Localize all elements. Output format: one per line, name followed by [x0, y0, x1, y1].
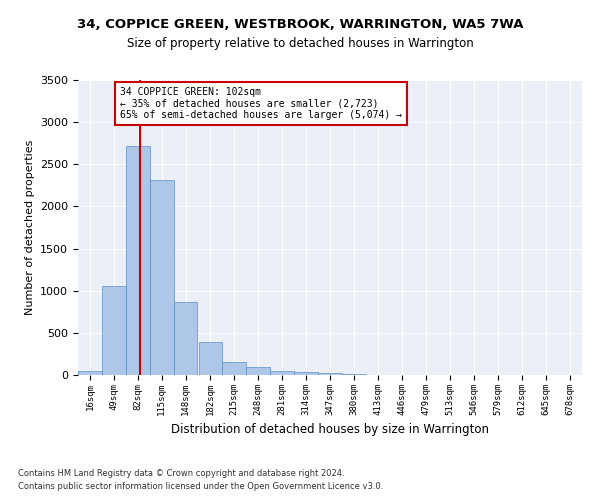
Bar: [126, 146, 149, 375]
Bar: [223, 362, 246, 375]
Y-axis label: Number of detached properties: Number of detached properties: [25, 140, 35, 315]
Bar: [102, 286, 125, 375]
Bar: [318, 374, 342, 375]
Text: Size of property relative to detached houses in Warrington: Size of property relative to detached ho…: [127, 38, 473, 51]
Bar: [271, 371, 294, 375]
Bar: [294, 372, 318, 375]
Text: Contains public sector information licensed under the Open Government Licence v3: Contains public sector information licen…: [18, 482, 383, 491]
Bar: [199, 342, 222, 375]
Bar: [247, 368, 270, 375]
Bar: [150, 180, 173, 375]
Bar: [78, 371, 102, 375]
Bar: [342, 374, 366, 375]
Text: Contains HM Land Registry data © Crown copyright and database right 2024.: Contains HM Land Registry data © Crown c…: [18, 468, 344, 477]
Text: 34 COPPICE GREEN: 102sqm
← 35% of detached houses are smaller (2,723)
65% of sem: 34 COPPICE GREEN: 102sqm ← 35% of detach…: [120, 86, 402, 120]
X-axis label: Distribution of detached houses by size in Warrington: Distribution of detached houses by size …: [171, 423, 489, 436]
Text: 34, COPPICE GREEN, WESTBROOK, WARRINGTON, WA5 7WA: 34, COPPICE GREEN, WESTBROOK, WARRINGTON…: [77, 18, 523, 30]
Bar: [174, 302, 197, 375]
